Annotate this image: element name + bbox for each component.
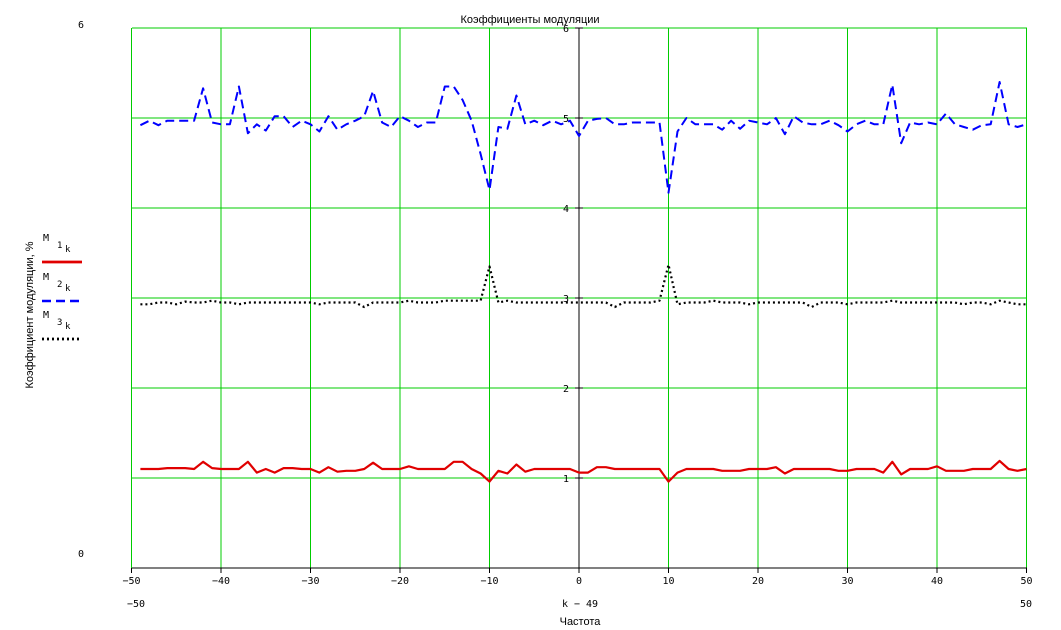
legend-item-m3: M3 k (42, 310, 82, 341)
y-tick-label: 1 (563, 474, 569, 485)
y-tick-label: 2 (563, 384, 569, 395)
series-lines (139, 81, 1027, 483)
y-tick-label: 4 (563, 204, 569, 215)
series-line-m3 (140, 263, 1027, 309)
tick-labels: −50 −40 −30 −20 −10 0 10 20 30 40 50 1 2 3 4 5 6 (122, 24, 1032, 587)
legend-subscript: 2 (57, 280, 62, 290)
x-tick-label: −40 (212, 576, 230, 587)
legend-index: k (65, 322, 71, 332)
axes (131, 27, 1027, 573)
series-line-m1 (140, 459, 1027, 483)
legend-item-m1: M1 k (42, 233, 82, 264)
x-tick-label: 0 (576, 576, 582, 587)
series-line-m2 (139, 81, 1027, 194)
x-tick-label: 40 (931, 576, 943, 587)
legend-label: M (43, 310, 49, 321)
y-tick-label: 3 (563, 294, 569, 305)
x-tick-label: 10 (662, 576, 674, 587)
y-tick-label: 5 (563, 114, 569, 125)
legend-index: k (65, 245, 71, 255)
legend-item-m2: M2 k (42, 272, 82, 303)
legend-index: k (65, 284, 71, 294)
x-tick-label: 20 (752, 576, 764, 587)
legend-label: M (43, 272, 49, 283)
x-tick-label: 30 (841, 576, 853, 587)
ylim-min-label: 0 (78, 549, 84, 560)
legend-label: M (43, 233, 49, 244)
legend: M1 kM2 kM3 k (42, 233, 82, 341)
x-axis-label: Частота (560, 616, 602, 628)
xlim-min-label: −50 (127, 599, 145, 610)
y-axis-label: Коэффициент модуляции, % (24, 241, 36, 388)
x-tick-label: −20 (391, 576, 409, 587)
chart-title: Коэффициенты модуляции (460, 14, 599, 26)
x-tick-label: −30 (301, 576, 319, 587)
y-tick-label: 6 (563, 24, 569, 35)
ylim-max-label: 6 (78, 20, 84, 31)
xlim-max-label: 50 (1020, 599, 1032, 610)
x-tick-label: −10 (480, 576, 498, 587)
x-tick-label: 50 (1020, 576, 1032, 587)
legend-subscript: 3 (57, 318, 62, 328)
x-axis-expression: k − 49 (562, 599, 598, 610)
legend-subscript: 1 (57, 241, 62, 251)
x-tick-label: −50 (122, 576, 140, 587)
